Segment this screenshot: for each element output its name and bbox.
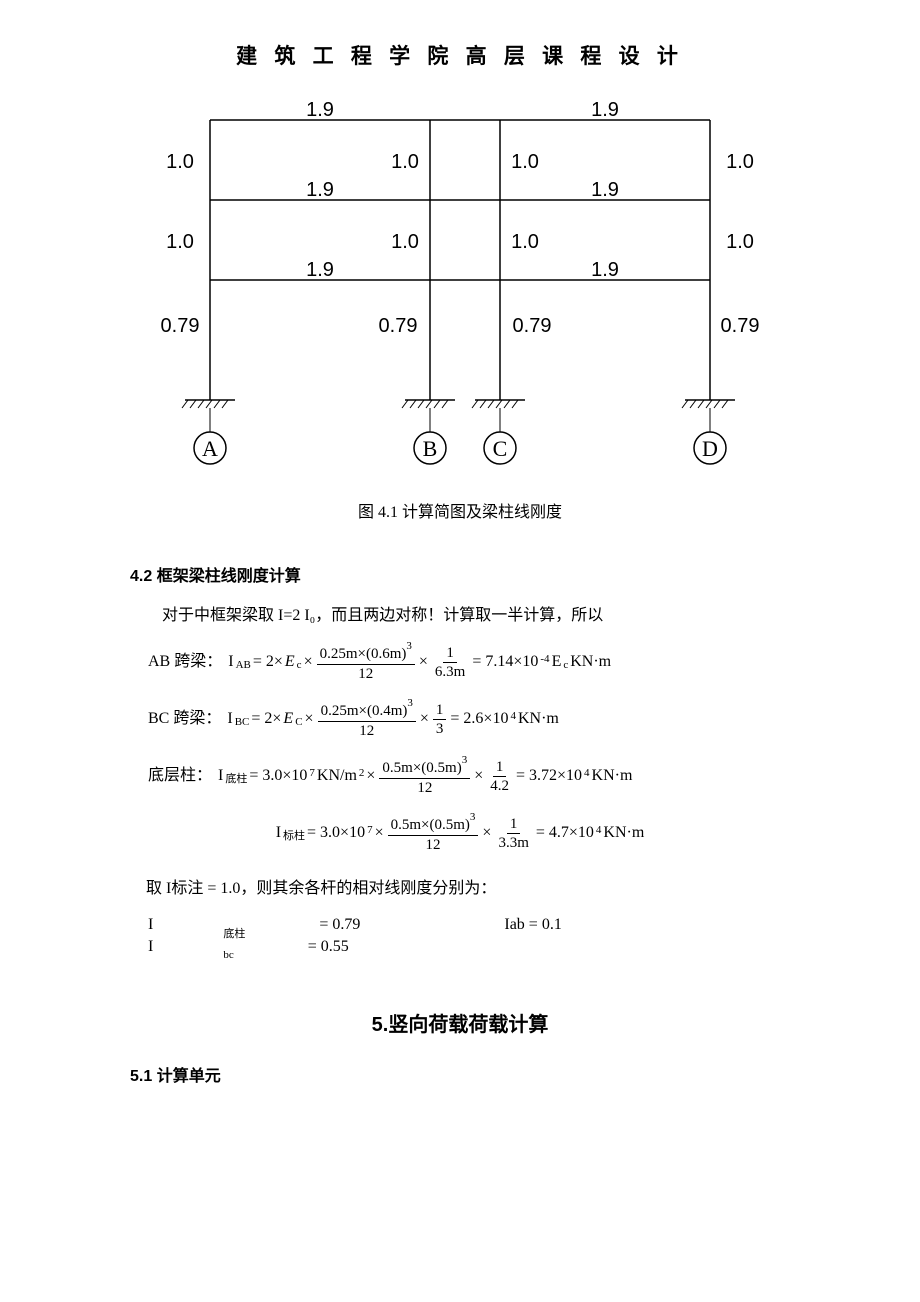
col-label: 1.0	[166, 231, 194, 253]
axis-label-c: C	[493, 436, 508, 461]
col-label: 1.0	[166, 151, 194, 173]
beam-label: 1.9	[591, 179, 619, 201]
col-label: 0.79	[513, 315, 552, 337]
beam-label: 1.9	[591, 100, 619, 121]
col-label: 1.0	[511, 151, 539, 173]
note-text: 取 I标注 = 1.0，则其余各杆的相对线刚度分别为：	[130, 871, 790, 906]
col-label: 1.0	[726, 151, 754, 173]
ground-support-c	[472, 400, 525, 408]
section-4-2-heading: 4.2 框架梁柱线刚度计算	[130, 562, 790, 586]
ground-support-a	[182, 400, 235, 408]
beam-label: 1.9	[306, 100, 334, 121]
section-5-1-heading: 5.1 计算单元	[130, 1062, 790, 1086]
beam-label: 1.9	[306, 179, 334, 201]
relative-stiffness-row: I底柱 = 0.79 Iab = 0.1 Ibc = 0.55	[148, 916, 790, 957]
page-title: 建 筑 工 程 学 院 高 层 课 程 设 计	[130, 40, 790, 70]
col-label: 0.79	[379, 315, 418, 337]
col-label: 1.0	[391, 151, 419, 173]
chapter-5-heading: 5.竖向荷载荷载计算	[130, 1008, 790, 1037]
ground-support-d	[682, 400, 735, 408]
axis-label-b: B	[423, 436, 438, 461]
formula-bc: BC 跨梁： IBC = 2× EC × 0.25m×(0.4m)3 12 × …	[148, 700, 790, 739]
frame-diagram: A B C D 1.9 1.9 1.9 1.9 1.9 1.9 1.0 1.0 …	[150, 100, 770, 480]
intro-text: 对于中框架梁取 I=2 I₀，而且两边对称！计算取一半计算，所以	[130, 598, 790, 633]
formula-bottom-col: 底层柱： I底柱 = 3.0×107 KN/m2 × 0.5m×(0.5m)3 …	[148, 757, 790, 796]
ground-support-b	[402, 400, 455, 408]
col-label: 0.79	[161, 315, 200, 337]
formula-ab: AB 跨梁： IAB = 2× Ec × 0.25m×(0.6m)3 12 × …	[148, 643, 790, 682]
beam-label: 1.9	[306, 259, 334, 281]
col-label: 1.0	[391, 231, 419, 253]
beam-label: 1.9	[591, 259, 619, 281]
col-label: 1.0	[511, 231, 539, 253]
axis-label-a: A	[202, 436, 218, 461]
col-label: 0.79	[721, 315, 760, 337]
col-label: 1.0	[726, 231, 754, 253]
axis-label-d: D	[702, 436, 718, 461]
formula-std-col: I标柱 = 3.0×107 × 0.5m×(0.5m)3 12 × 1 3.3m…	[130, 814, 790, 853]
figure-caption: 图 4.1 计算简图及梁柱线刚度	[130, 498, 790, 522]
